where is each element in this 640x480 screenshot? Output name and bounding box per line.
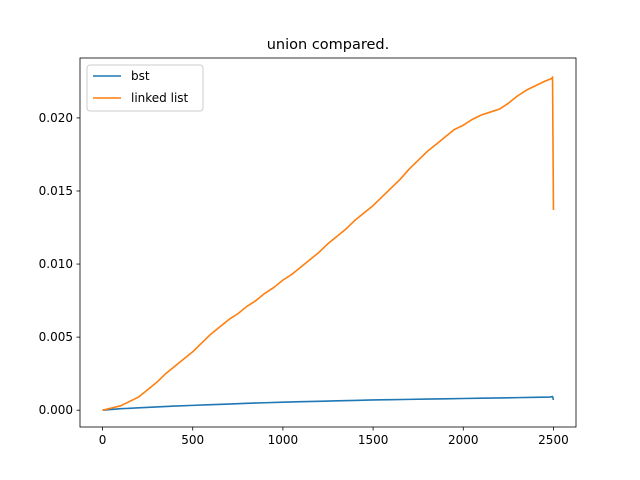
legend-label-linked-list: linked list [131,91,189,105]
y-tick-label: 0.020 [39,111,73,125]
y-tick-label: 0.000 [39,403,73,417]
x-tick-label: 2000 [448,433,479,447]
axes-frame [79,57,577,428]
axes: 0 500 1000 1500 2000 2500 0.000 0.005 0.010 0.015… [39,57,577,447]
y-tick-label: 0.010 [39,257,73,271]
chart-title: union compared. [267,37,390,53]
legend-label-bst: bst [131,69,150,83]
y-tick-label: 0.015 [39,184,73,198]
y-tick-label: 0.005 [39,330,73,344]
x-tick-label: 2500 [538,433,569,447]
series-line-bst [102,395,555,411]
x-tick-label: 0 [99,433,107,447]
x-tick-label: 1000 [268,433,299,447]
series-line-linked-list [102,76,555,411]
legend: bst linked list [86,64,204,112]
plot-area [102,76,555,411]
x-tick-label: 1500 [358,433,389,447]
x-tick-label: 500 [181,433,204,447]
